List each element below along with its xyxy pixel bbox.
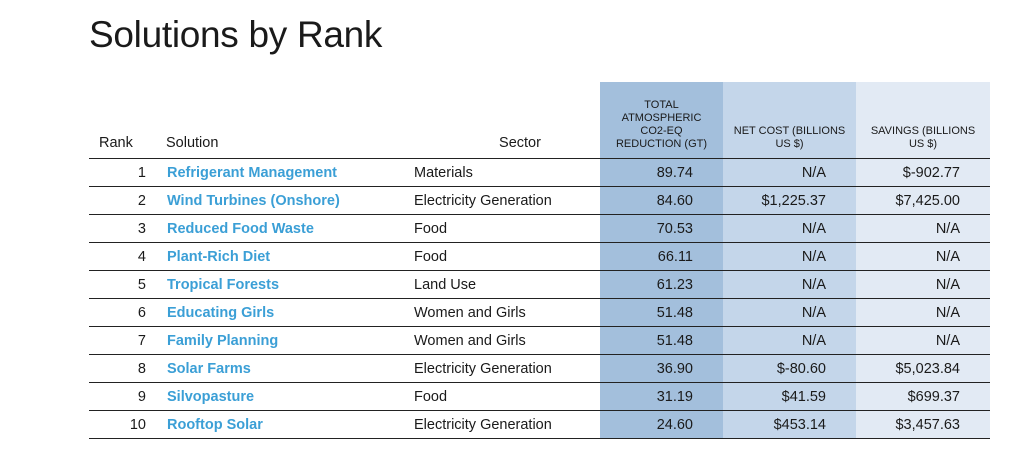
page-title: Solutions by Rank bbox=[89, 14, 383, 55]
total-reduction-cell: 61.23 bbox=[600, 270, 723, 299]
net-cost-cell: $-80.60 bbox=[723, 354, 856, 383]
net-cost-cell: N/A bbox=[723, 298, 856, 327]
rank-cell: 4 bbox=[89, 242, 154, 271]
table-header-row: Rank Solution Sector TOTAL ATMOSPHERIC C… bbox=[89, 82, 990, 159]
header-net-cost: NET COST (BILLIONS US $) bbox=[723, 82, 856, 159]
rank-cell: 9 bbox=[89, 382, 154, 411]
header-total-reduction: TOTAL ATMOSPHERIC CO2-EQ REDUCTION (GT) bbox=[600, 82, 723, 159]
sector-cell: Land Use bbox=[400, 270, 600, 299]
net-cost-cell: N/A bbox=[723, 270, 856, 299]
sector-cell: Food bbox=[400, 242, 600, 271]
rank-cell: 2 bbox=[89, 186, 154, 215]
header-solution: Solution bbox=[154, 82, 400, 159]
table-row: 4 Plant-Rich Diet Food 66.11 N/A N/A bbox=[89, 242, 990, 271]
solution-cell: Refrigerant Management bbox=[154, 158, 400, 187]
rank-cell: 3 bbox=[89, 214, 154, 243]
table-row: 8 Solar Farms Electricity Generation 36.… bbox=[89, 354, 990, 383]
solution-cell: Family Planning bbox=[154, 326, 400, 355]
savings-cell: N/A bbox=[856, 270, 990, 299]
savings-cell: $3,457.63 bbox=[856, 410, 990, 439]
table-row: 6 Educating Girls Women and Girls 51.48 … bbox=[89, 298, 990, 327]
net-cost-cell: N/A bbox=[723, 158, 856, 187]
net-cost-cell: N/A bbox=[723, 326, 856, 355]
savings-cell: N/A bbox=[856, 242, 990, 271]
header-rank: Rank bbox=[89, 82, 154, 159]
solution-cell: Reduced Food Waste bbox=[154, 214, 400, 243]
total-reduction-cell: 70.53 bbox=[600, 214, 723, 243]
savings-cell: $-902.77 bbox=[856, 158, 990, 187]
net-cost-cell: N/A bbox=[723, 214, 856, 243]
solution-cell: Solar Farms bbox=[154, 354, 400, 383]
header-sector: Sector bbox=[400, 82, 600, 159]
total-reduction-cell: 66.11 bbox=[600, 242, 723, 271]
table-row: 3 Reduced Food Waste Food 70.53 N/A N/A bbox=[89, 214, 990, 243]
table-row: 9 Silvopasture Food 31.19 $41.59 $699.37 bbox=[89, 382, 990, 411]
solutions-table: Rank Solution Sector TOTAL ATMOSPHERIC C… bbox=[89, 82, 990, 439]
rank-cell: 1 bbox=[89, 158, 154, 187]
solution-cell: Rooftop Solar bbox=[154, 410, 400, 439]
rank-cell: 5 bbox=[89, 270, 154, 299]
total-reduction-cell: 31.19 bbox=[600, 382, 723, 411]
rank-cell: 7 bbox=[89, 326, 154, 355]
savings-cell: $699.37 bbox=[856, 382, 990, 411]
sector-cell: Women and Girls bbox=[400, 298, 600, 327]
savings-cell: $7,425.00 bbox=[856, 186, 990, 215]
total-reduction-cell: 24.60 bbox=[600, 410, 723, 439]
net-cost-cell: $453.14 bbox=[723, 410, 856, 439]
savings-cell: N/A bbox=[856, 326, 990, 355]
savings-cell: N/A bbox=[856, 298, 990, 327]
net-cost-cell: N/A bbox=[723, 242, 856, 271]
table-row: 7 Family Planning Women and Girls 51.48 … bbox=[89, 326, 990, 355]
sector-cell: Food bbox=[400, 382, 600, 411]
solution-cell: Silvopasture bbox=[154, 382, 400, 411]
net-cost-cell: $41.59 bbox=[723, 382, 856, 411]
table-row: 10 Rooftop Solar Electricity Generation … bbox=[89, 410, 990, 439]
total-reduction-cell: 89.74 bbox=[600, 158, 723, 187]
solution-cell: Tropical Forests bbox=[154, 270, 400, 299]
sector-cell: Food bbox=[400, 214, 600, 243]
net-cost-cell: $1,225.37 bbox=[723, 186, 856, 215]
sector-cell: Electricity Generation bbox=[400, 354, 600, 383]
solution-cell: Educating Girls bbox=[154, 298, 400, 327]
sector-cell: Electricity Generation bbox=[400, 410, 600, 439]
sector-cell: Electricity Generation bbox=[400, 186, 600, 215]
table-row: 5 Tropical Forests Land Use 61.23 N/A N/… bbox=[89, 270, 990, 299]
rank-cell: 8 bbox=[89, 354, 154, 383]
total-reduction-cell: 36.90 bbox=[600, 354, 723, 383]
rank-cell: 6 bbox=[89, 298, 154, 327]
rank-cell: 10 bbox=[89, 410, 154, 439]
total-reduction-cell: 51.48 bbox=[600, 298, 723, 327]
sector-cell: Materials bbox=[400, 158, 600, 187]
savings-cell: N/A bbox=[856, 214, 990, 243]
table-row: 2 Wind Turbines (Onshore) Electricity Ge… bbox=[89, 186, 990, 215]
total-reduction-cell: 84.60 bbox=[600, 186, 723, 215]
table-body: 1 Refrigerant Management Materials 89.74… bbox=[89, 158, 990, 439]
sector-cell: Women and Girls bbox=[400, 326, 600, 355]
solution-cell: Plant-Rich Diet bbox=[154, 242, 400, 271]
solution-cell: Wind Turbines (Onshore) bbox=[154, 186, 400, 215]
table-row: 1 Refrigerant Management Materials 89.74… bbox=[89, 158, 990, 187]
total-reduction-cell: 51.48 bbox=[600, 326, 723, 355]
header-savings: SAVINGS (BILLIONS US $) bbox=[856, 82, 990, 159]
savings-cell: $5,023.84 bbox=[856, 354, 990, 383]
